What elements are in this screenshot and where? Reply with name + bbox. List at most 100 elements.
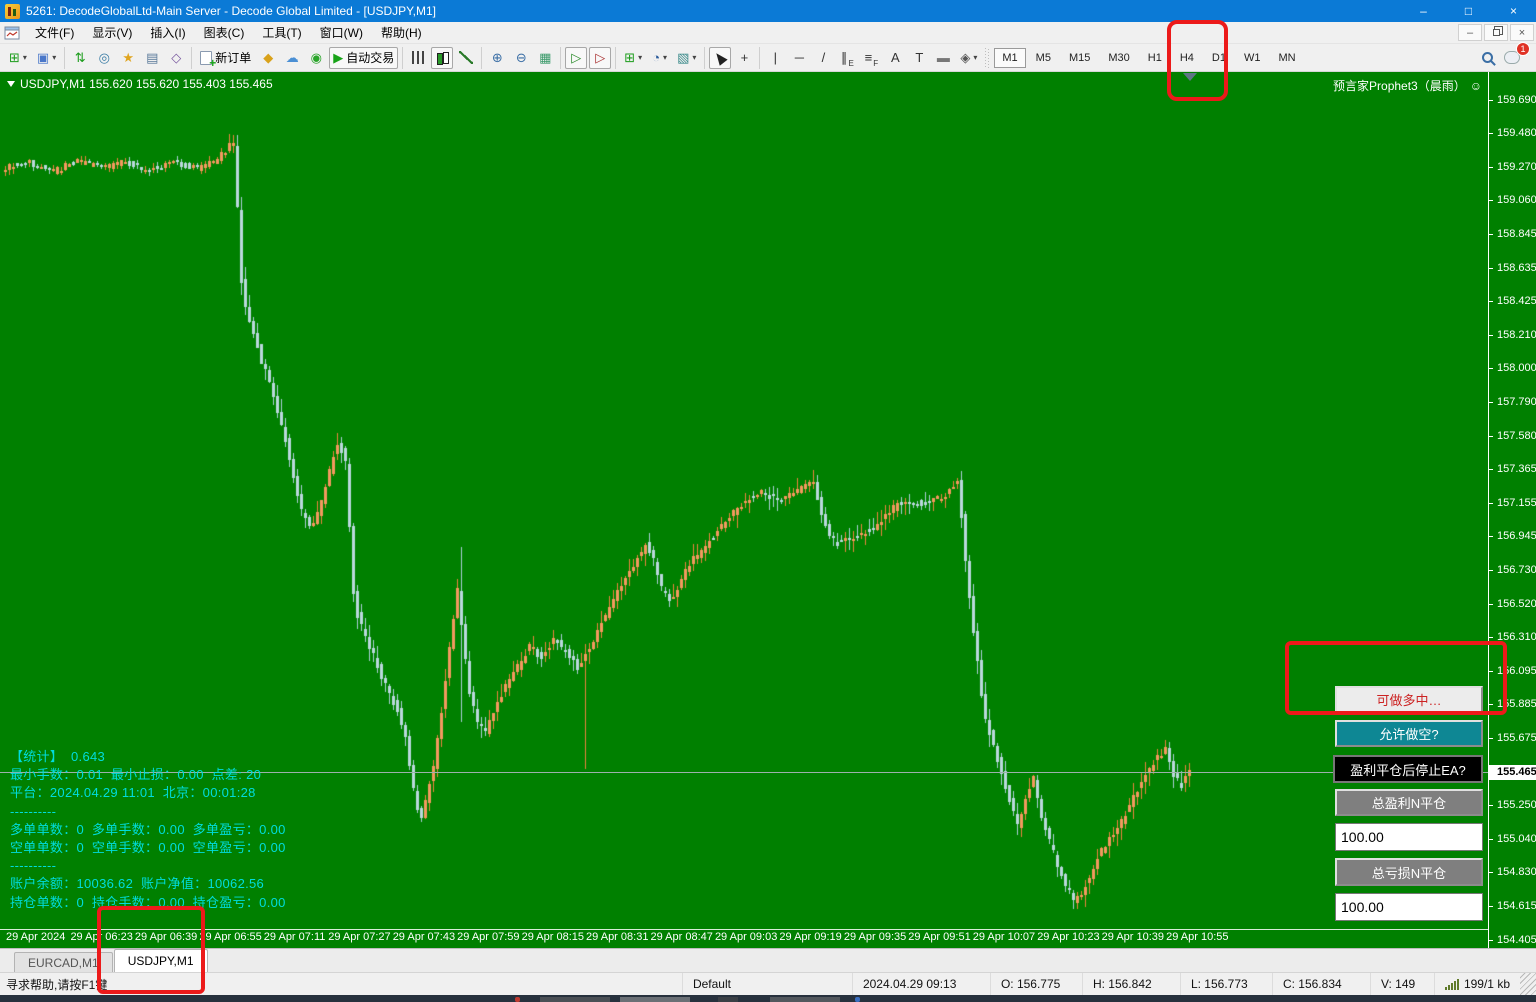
dropdown-arrow-icon[interactable]: ▾: [973, 53, 978, 62]
fibonacci-button[interactable]: ≡ F: [860, 47, 882, 69]
new-chart-icon: ⊞: [9, 50, 20, 65]
search-button[interactable]: [1476, 47, 1498, 69]
zoom-in-button[interactable]: ⊕: [486, 47, 508, 69]
toolbar-groups: ⊞▾▣▾⇅◎★▤◇新订单◆☁◉▶自动交易⊕⊖▦▷▷⊞▾◔▾▧▾+|─/∥E≡FA…: [4, 46, 982, 69]
horizontal-line-button[interactable]: ─: [788, 47, 810, 69]
line-chart-icon: [459, 51, 474, 64]
taskbar-item[interactable]: [540, 997, 610, 1002]
text-button[interactable]: A: [884, 47, 906, 69]
signals-button[interactable]: ◉: [305, 47, 327, 69]
status-help-text: 寻求帮助,请按F1键: [6, 977, 108, 992]
menu-file[interactable]: 文件(F): [35, 26, 75, 40]
menu-charts[interactable]: 图表(C): [203, 26, 245, 40]
taskbar-item[interactable]: [515, 997, 520, 1002]
horizontal-line-icon: ─: [794, 50, 804, 65]
tab-eurcad[interactable]: EURCAD,M1: [14, 952, 113, 972]
auto-scroll-button[interactable]: ▷: [565, 46, 588, 69]
chart-area[interactable]: USDJPY,M1 155.620 155.620 155.403 155.46…: [0, 72, 1488, 948]
dropdown-arrow-icon[interactable]: ▾: [638, 53, 643, 62]
tile-windows-button[interactable]: ▦: [534, 47, 556, 69]
taskbar-item[interactable]: [718, 997, 738, 1002]
resize-grip[interactable]: [1520, 973, 1536, 995]
menu-tools[interactable]: 工具(T): [262, 26, 302, 40]
total-profit-close-button[interactable]: 总盈利N平仓: [1335, 789, 1483, 816]
community-chat-button[interactable]: 1: [1500, 41, 1530, 69]
templates-button[interactable]: ▧ ▾: [673, 47, 700, 69]
menu-insert[interactable]: 插入(I): [150, 26, 186, 40]
rectangle-button[interactable]: ▬: [932, 47, 954, 69]
strategy-tester-button[interactable]: ◇: [165, 47, 187, 69]
price-tick-label: 159.480: [1489, 126, 1536, 141]
restore-icon: [1492, 29, 1500, 36]
child-restore-button[interactable]: [1484, 24, 1508, 41]
periods-button[interactable]: ◔ ▾: [648, 47, 671, 69]
bar-chart-button[interactable]: [407, 47, 429, 69]
price-axis[interactable]: 159.690 159.480 159.270 159.060 158.845 158.6…: [1488, 72, 1536, 948]
data-window-button[interactable]: ◎: [93, 47, 115, 69]
mql5-community-button[interactable]: ☁: [281, 47, 303, 69]
long-status-button[interactable]: 可做多中…: [1335, 686, 1483, 713]
dropdown-arrow-icon[interactable]: ▾: [663, 53, 668, 62]
cursor-button[interactable]: [709, 46, 732, 69]
signals-icon: ◉: [310, 50, 322, 65]
allow-short-button[interactable]: 允许做空?: [1335, 720, 1483, 747]
window-minimize-button[interactable]: –: [1420, 4, 1427, 18]
menu-window[interactable]: 窗口(W): [319, 26, 363, 40]
navigator-button[interactable]: ★: [117, 47, 139, 69]
timeframe-m15-button[interactable]: M15: [1068, 51, 1091, 64]
ea-smiley-icon[interactable]: ☺: [1469, 78, 1482, 93]
timeframe-w1-button[interactable]: W1: [1243, 51, 1261, 64]
market-watch-button[interactable]: ⇅: [69, 47, 91, 69]
menu-view[interactable]: 显示(V): [92, 26, 133, 40]
menu-help[interactable]: 帮助(H): [380, 26, 422, 40]
timeframe-m30-button[interactable]: M30: [1108, 51, 1130, 64]
taskbar-item[interactable]: [620, 997, 690, 1002]
child-close-button[interactable]: ×: [1510, 24, 1534, 41]
depth-of-market-button[interactable]: ◆: [257, 47, 279, 69]
profiles-button[interactable]: ▣ ▾: [33, 47, 60, 69]
time-tick-label: 29 Apr 07:43: [392, 931, 456, 943]
chevron-down-icon[interactable]: [7, 81, 15, 87]
child-minimize-button[interactable]: –: [1458, 24, 1482, 41]
time-tick-label: 29 Apr 10:23: [1037, 931, 1100, 943]
timeframe-d1-button[interactable]: D1: [1211, 51, 1226, 64]
dropdown-arrow-icon[interactable]: ▾: [22, 53, 27, 62]
toolbar-drag-handle[interactable]: [985, 47, 991, 68]
candlestick-chart-button[interactable]: [431, 46, 454, 69]
timeframe-mn-button[interactable]: MN: [1278, 51, 1296, 64]
new-order-button[interactable]: 新订单: [196, 47, 255, 69]
zoom-out-button[interactable]: ⊖: [510, 47, 532, 69]
timeframe-m5-button[interactable]: M5: [1035, 51, 1051, 64]
crosshair-button[interactable]: +: [733, 47, 755, 69]
autotrade-button[interactable]: ▶ 自动交易: [329, 46, 399, 69]
vertical-line-button[interactable]: |: [764, 47, 786, 69]
trendline-button[interactable]: /: [812, 47, 834, 69]
total-loss-close-button[interactable]: 总亏损N平仓: [1335, 858, 1483, 886]
timeframe-h4-button[interactable]: H4: [1179, 51, 1194, 64]
text-label-button[interactable]: T: [908, 47, 930, 69]
arrows-button[interactable]: ◈ ▾: [956, 47, 981, 69]
icon-subscript: F: [873, 58, 879, 68]
stop-ea-after-tp-button[interactable]: 盈利平仓后停止EA?: [1333, 755, 1483, 783]
tab-usdjpy[interactable]: USDJPY,M1: [113, 949, 208, 972]
terminal-button[interactable]: ▤: [141, 47, 163, 69]
dropdown-arrow-icon[interactable]: ▾: [52, 53, 57, 62]
new-chart-button[interactable]: ⊞ ▾: [5, 47, 31, 69]
taskbar-item[interactable]: [855, 997, 860, 1002]
indicators-button[interactable]: ⊞ ▾: [620, 47, 646, 69]
depth-of-market-icon: ◆: [263, 50, 274, 65]
price-tick-label: 158.210: [1489, 328, 1536, 343]
taskbar-item[interactable]: [770, 997, 840, 1002]
dropdown-arrow-icon[interactable]: ▾: [692, 53, 697, 62]
equidistant-channel-button[interactable]: ∥ E: [836, 47, 858, 69]
line-chart-button[interactable]: [455, 47, 477, 69]
total-profit-input[interactable]: [1335, 823, 1483, 851]
total-loss-input[interactable]: [1335, 893, 1483, 921]
symbol-ohlc-text: USDJPY,M1 155.620 155.620 155.403 155.46…: [20, 77, 273, 91]
timeframe-h1-button[interactable]: H1: [1147, 51, 1162, 64]
chart-shift-button[interactable]: ▷: [589, 46, 612, 69]
timeframe-m1-button[interactable]: M1: [994, 47, 1026, 68]
price-chart-canvas[interactable]: [0, 72, 1488, 948]
window-close-button[interactable]: ×: [1509, 4, 1517, 18]
window-maximize-button[interactable]: □: [1464, 4, 1473, 18]
